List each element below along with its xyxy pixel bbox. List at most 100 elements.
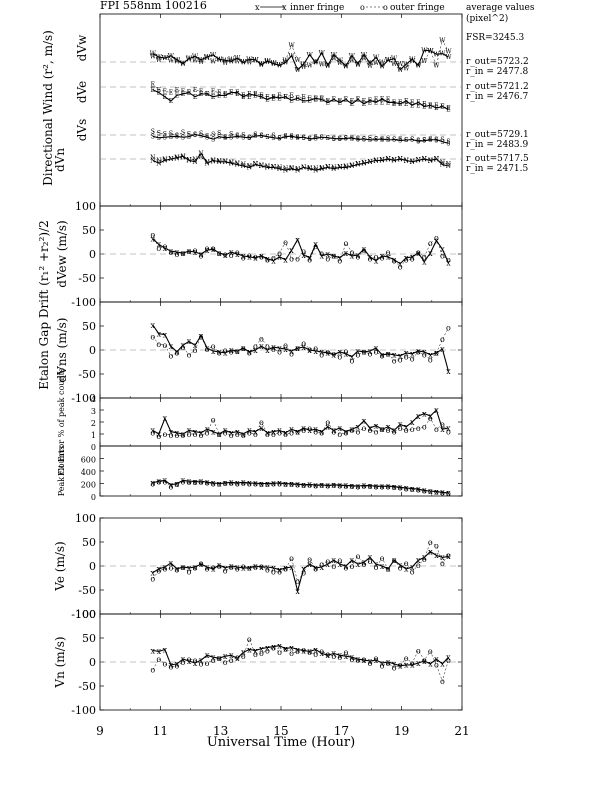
inner-fringe-point: x <box>211 565 216 574</box>
inner-fringe-point: x <box>440 345 445 354</box>
inner-fringe-point: x <box>211 245 216 254</box>
wind-inner-point-dVw: W <box>349 53 356 60</box>
outer-fringe-point: o <box>337 353 342 362</box>
outer-fringe-point: o <box>380 662 385 671</box>
wind-outer-point-dVe: E <box>259 93 263 100</box>
wind-outer-point-dVs: S <box>314 134 318 141</box>
outer-fringe-point: o <box>223 250 228 259</box>
wind-outer-point-dVs: S <box>223 134 227 141</box>
outer-fringe-point: o <box>253 480 258 489</box>
inner-fringe-point: x <box>277 344 282 353</box>
outer-fringe-point: o <box>295 255 300 264</box>
wind-inner-point-dVn: N <box>355 162 360 169</box>
wind-inner-point-dVn: N <box>373 158 378 165</box>
inner-fringe-line <box>152 408 449 435</box>
wind-outer-point-dVw: W <box>319 61 326 68</box>
wind-outer-point-dVe: E <box>295 95 299 102</box>
label-dvn: dVn <box>53 148 67 172</box>
outer-fringe-point: o <box>368 659 373 668</box>
wind-outer-point-dVs: S <box>338 135 342 142</box>
wind-inner-point-dVs: S <box>205 134 209 141</box>
wind-outer-point-dVw: W <box>439 37 446 44</box>
inner-fringe-point: x <box>428 547 433 556</box>
outer-fringe-point: o <box>404 484 409 493</box>
wind-inner-point-dVs: S <box>169 134 173 141</box>
outer-fringe-point: o <box>283 644 288 653</box>
xlabel: Universal Time (Hour) <box>207 735 355 750</box>
inner-fringe-point: x <box>223 349 228 358</box>
wind-inner-point-dVw: W <box>379 64 386 71</box>
wind-inner-point-dVn: N <box>271 165 276 172</box>
wind-inner-point-dVs: S <box>151 134 155 141</box>
wind-outer-point-dVe: E <box>235 91 239 98</box>
inner-fringe-point: x <box>259 563 264 572</box>
inner-fringe-point: x <box>374 257 379 266</box>
y-tick-label: 0 <box>89 344 96 357</box>
inner-fringe-point: x <box>428 412 433 421</box>
wind-inner-point-dVn: N <box>446 163 451 170</box>
wind-inner-point-dVw: W <box>180 61 187 68</box>
wind-outer-point-dVw: W <box>222 60 229 67</box>
inner-fringe-point: x <box>229 429 234 438</box>
wind-outer-point-dVs: S <box>344 135 348 142</box>
inner-fringe-point: x <box>404 484 409 493</box>
wind-inner-point-dVs: S <box>199 133 203 140</box>
inner-fringe-line <box>152 550 449 594</box>
outer-fringe-point: o <box>446 489 451 498</box>
x-tick-label: 11 <box>153 724 168 738</box>
outer-fringe-point: o <box>428 239 433 248</box>
inner-fringe-point: x <box>235 654 240 663</box>
wind-inner-point-dVw: W <box>385 57 392 64</box>
outer-fringe-point: o <box>187 430 192 439</box>
wind-outer-point-dVs: S <box>410 137 414 144</box>
legend-inner-marker-2: x <box>282 3 287 12</box>
wind-inner-point-dVn: N <box>379 158 384 165</box>
wind-outer-point-dVs: S <box>259 133 263 140</box>
outer-fringe-point: o <box>428 414 433 423</box>
inner-fringe-point: x <box>187 426 192 435</box>
outer-fringe-point: o <box>325 255 330 264</box>
inner-fringe-point: x <box>229 346 234 355</box>
wind-inner-point-dVe: E <box>169 98 173 105</box>
wind-inner-point-dVw: W <box>198 57 205 64</box>
wind-inner-point-dVs: S <box>265 134 269 141</box>
outer-fringe-point: o <box>156 340 161 349</box>
legend-inner-label: inner fringe <box>290 3 344 13</box>
inner-fringe-point: x <box>362 558 367 567</box>
wind-inner-point-dVs: S <box>175 134 179 141</box>
inner-fringe-point: x <box>169 342 174 351</box>
wind-inner-point-dVn: N <box>168 156 173 163</box>
inner-fringe-point: x <box>398 352 403 361</box>
wind-inner-point-dVe: E <box>386 100 390 107</box>
outer-fringe-point: o <box>271 345 276 354</box>
wind-inner-point-dVn: N <box>428 158 433 165</box>
wind-inner-point-dVe: E <box>392 100 396 107</box>
inner-fringe-line <box>152 479 449 494</box>
y-tick-label: 600 <box>81 456 96 465</box>
wind-inner-point-dVs: S <box>404 137 408 144</box>
outer-fringe-point: o <box>410 425 415 434</box>
wind-outer-point-dVs: S <box>368 135 372 142</box>
inner-fringe-point: x <box>428 351 433 360</box>
wind-inner-point-dVw: W <box>174 57 181 64</box>
inner-fringe-point: x <box>271 642 276 651</box>
wind-inner-point-dVe: E <box>295 95 299 102</box>
wind-outer-point-dVe: E <box>175 87 179 94</box>
inner-fringe-point: x <box>151 321 156 330</box>
outer-fringe-point: o <box>187 478 192 487</box>
outer-fringe-point: o <box>168 248 173 257</box>
inner-fringe-point: x <box>313 564 318 573</box>
inner-fringe-point: x <box>163 645 168 654</box>
inner-fringe-point: x <box>404 349 409 358</box>
wind-inner-point-dVn: N <box>331 166 336 173</box>
inner-fringe-point: x <box>440 660 445 669</box>
wind-outer-point-dVw: W <box>409 58 416 65</box>
outer-fringe-point: o <box>416 646 421 655</box>
outer-fringe-point: o <box>241 479 246 488</box>
outer-fringe-point: o <box>199 431 204 440</box>
inner-fringe-point: x <box>211 653 216 662</box>
outer-fringe-point: o <box>440 335 445 344</box>
outer-fringe-point: o <box>247 429 252 438</box>
y-tick-label: 50 <box>82 320 96 333</box>
wind-outer-point-dVw: W <box>174 59 181 66</box>
